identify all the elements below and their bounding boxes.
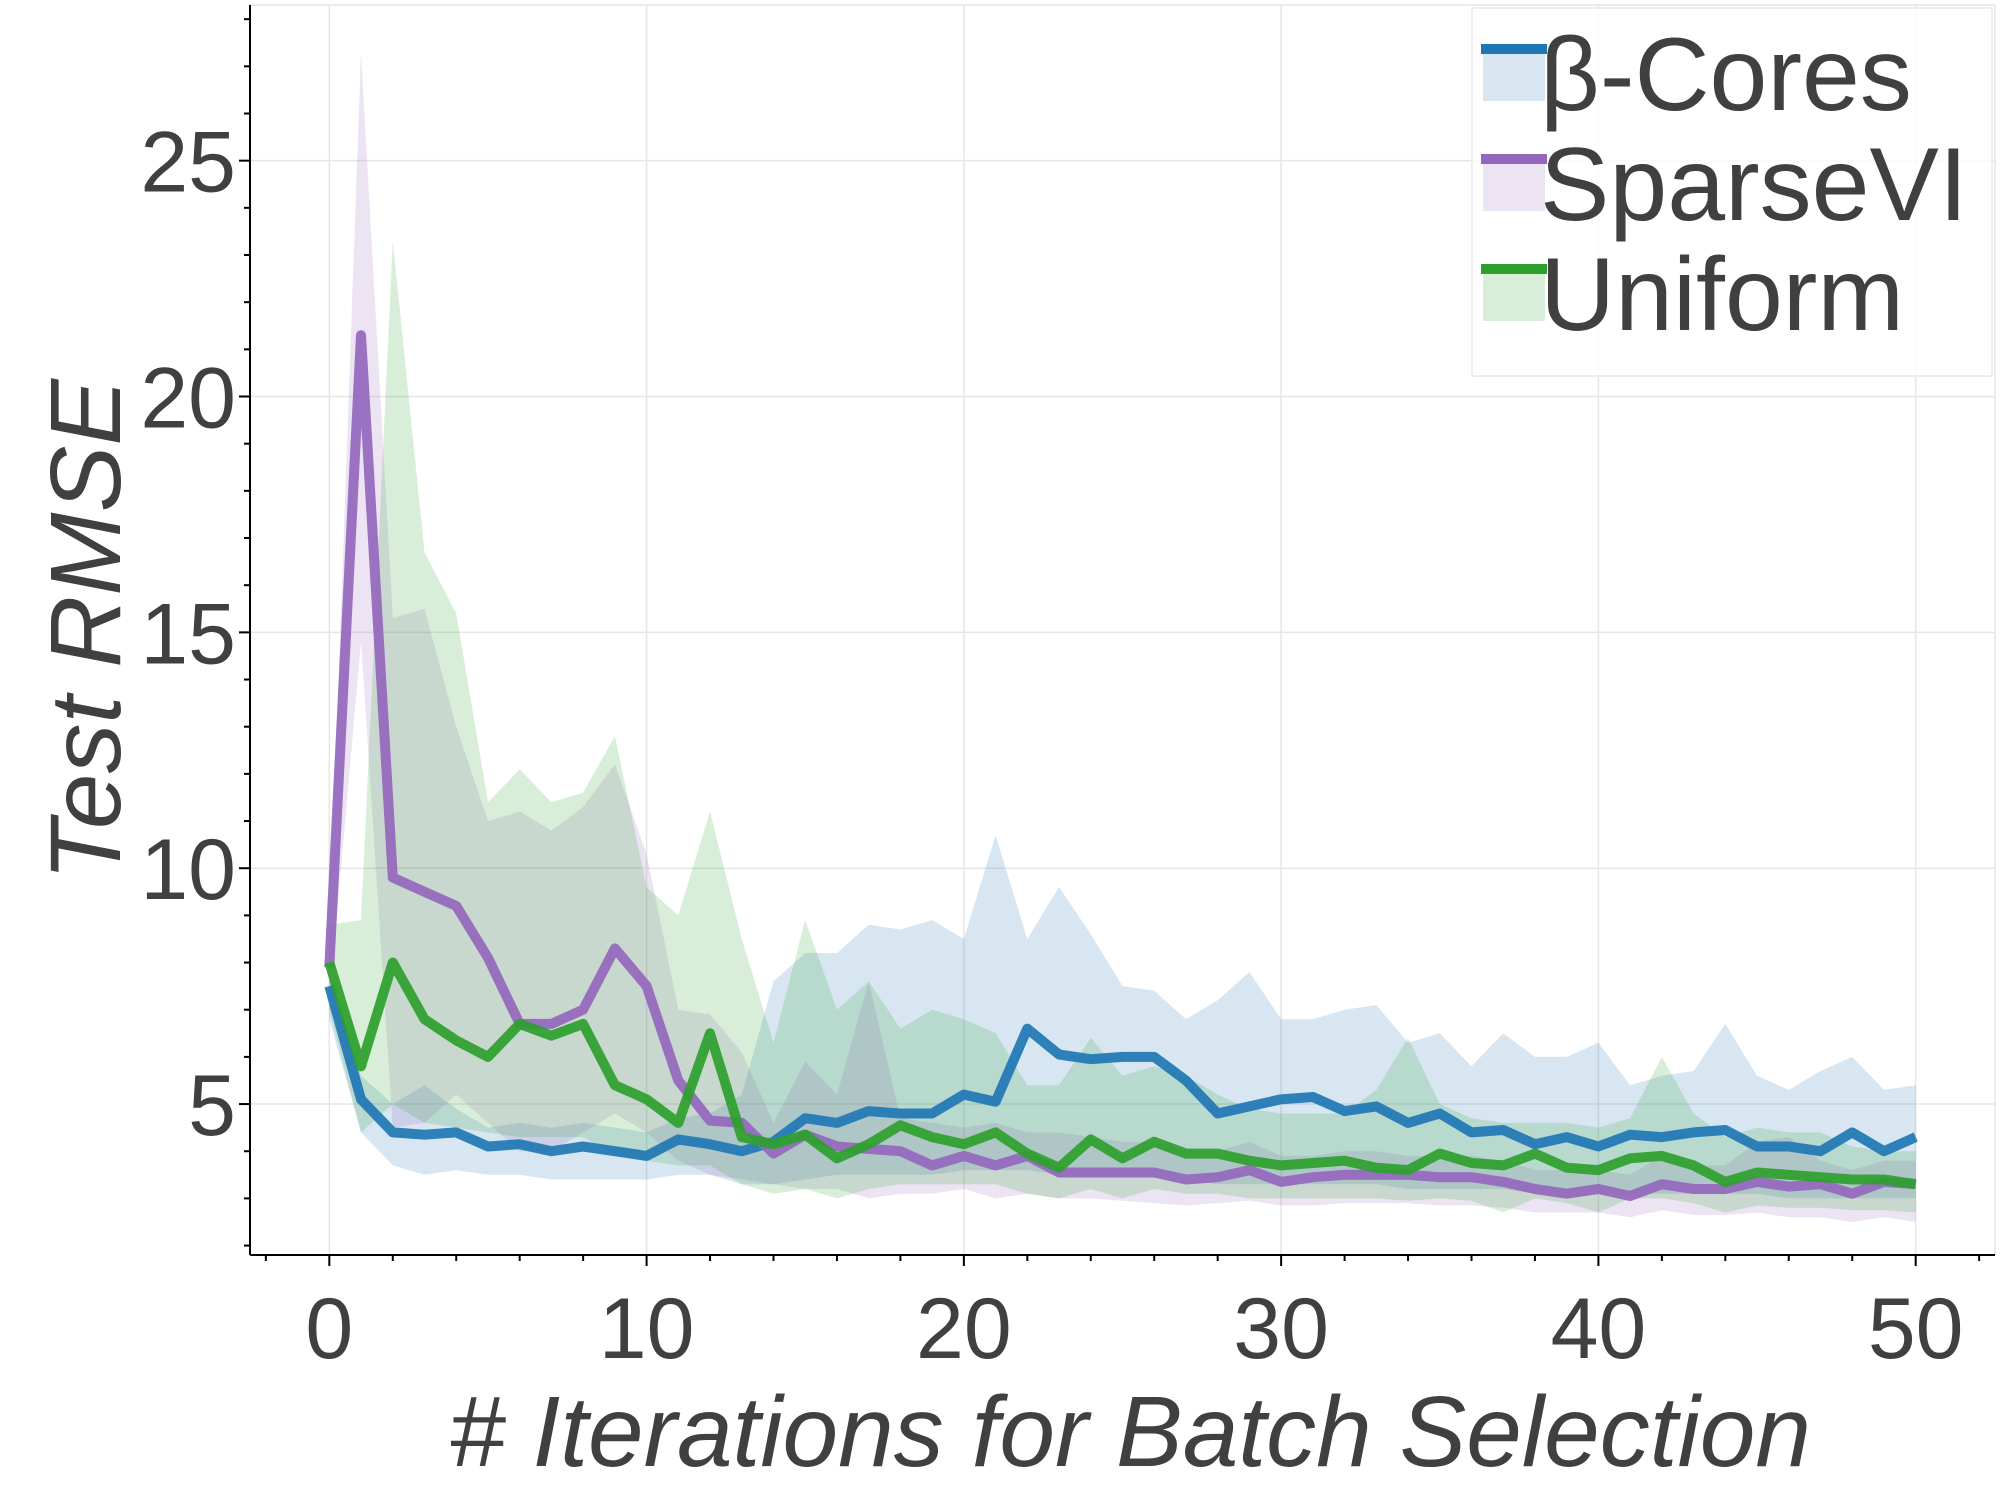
legend-swatch-cores	[1483, 49, 1545, 101]
ticks: 0 10 20 30 40 50 5 10 15 20 25	[140, 18, 1981, 1377]
x-tick-label: 50	[1868, 1281, 1964, 1377]
series-lines	[324, 330, 1918, 1201]
legend-label-uniform: Uniform	[1540, 237, 1904, 353]
cores-line	[324, 984, 1918, 1161]
x-axis-title: # Iterations for Batch Selection	[449, 1376, 1811, 1488]
sparsevi-band	[329, 52, 1916, 1223]
legend-frame	[1471, 7, 1993, 377]
y-tick-label: 25	[140, 115, 236, 211]
legend-label-cores: β-Cores	[1540, 17, 1912, 133]
axes	[249, 5, 1995, 1256]
legend-label-sparsevi: SparseVI	[1540, 127, 1968, 243]
uniform-band	[329, 240, 1916, 1213]
x-tick-label: 40	[1551, 1281, 1647, 1377]
sparsevi-line	[324, 330, 1917, 1201]
x-tick-label: 0	[305, 1281, 353, 1377]
confidence-bands	[329, 52, 1916, 1223]
y-axis-title: Test RMSE	[30, 378, 142, 881]
x-tick-label: 10	[599, 1281, 695, 1377]
legend-swatch-uniform	[1483, 269, 1545, 321]
y-tick-label: 10	[140, 822, 236, 918]
x-tick-label: 20	[916, 1281, 1012, 1377]
y-tick-label: 15	[140, 586, 236, 682]
x-tick-label: 30	[1233, 1281, 1329, 1377]
legend-swatch-sparsevi	[1483, 159, 1545, 211]
y-tick-label: 5	[188, 1058, 236, 1154]
cores-band	[329, 835, 1916, 1199]
uniform-line	[324, 957, 1917, 1190]
y-tick-label: 20	[140, 351, 236, 447]
